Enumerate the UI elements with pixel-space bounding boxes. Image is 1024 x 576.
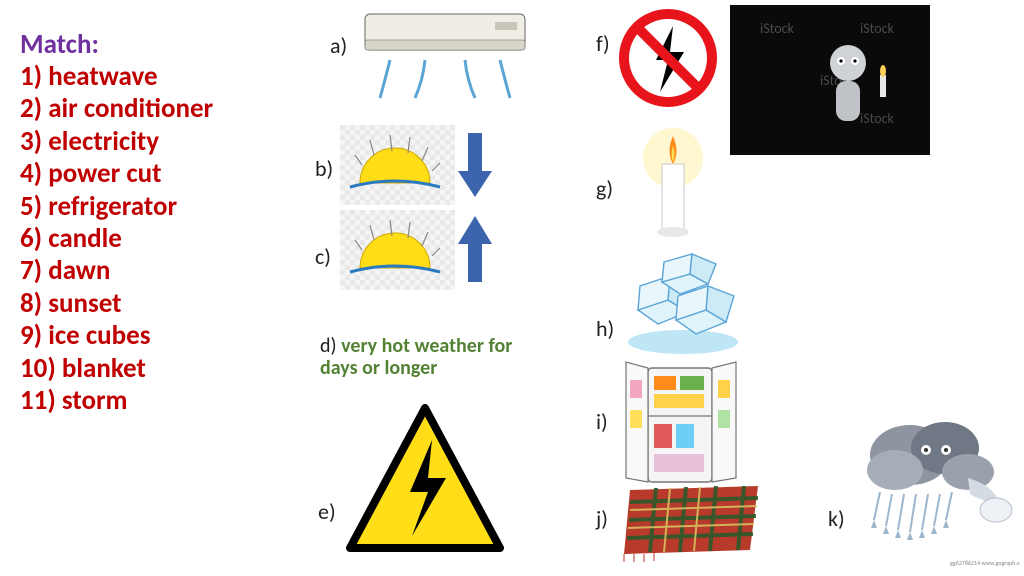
definition-text: very hot weather for days or longer [320,334,512,380]
word-4: 4) power cut [20,158,213,190]
storm-cloud-icon: gg62786214 www.gograph.com [850,400,1020,570]
dark-room-icon: iStock iStock iStock iStock [730,5,930,155]
word-9: 9) ice cubes [20,320,213,352]
word-6: 6) candle [20,223,213,255]
word-3: 3) electricity [20,126,213,158]
no-power-icon [618,8,718,108]
word-7: 7) dawn [20,255,213,287]
word-11: 11) storm [20,385,213,417]
word-8: 8) sunset [20,288,213,320]
electricity-warning-icon [340,400,510,560]
label-j: j) [596,505,608,532]
word-list: Match: 1) heatwave 2) air conditioner 3)… [20,28,213,417]
label-a: a) [330,32,347,59]
blanket-icon [618,480,768,565]
candle-icon [618,120,728,250]
svg-text:gg62786214 www.gograph.com: gg62786214 www.gograph.com [950,559,1020,567]
label-d: d) [320,334,337,358]
match-title: Match: [20,28,213,61]
word-10: 10) blanket [20,353,213,385]
label-e: e) [318,498,336,525]
definition-d: d) very hot weather for days or longer [320,335,550,379]
word-2: 2) air conditioner [20,93,213,125]
label-k: k) [828,505,845,532]
label-b: b) [315,155,333,182]
svg-text:iStock: iStock [860,20,895,37]
word-1: 1) heatwave [20,61,213,93]
label-i: i) [596,408,608,435]
sun-up-icon [340,210,500,290]
label-f: f) [596,30,610,57]
label-h: h) [596,315,614,342]
svg-text:iStock: iStock [860,110,895,127]
word-5: 5) refrigerator [20,191,213,223]
label-g: g) [596,175,613,202]
svg-text:iStock: iStock [760,20,795,37]
sun-down-icon [340,125,500,205]
refrigerator-icon [618,360,758,490]
ice-cubes-icon [618,250,748,360]
label-c: c) [315,243,331,270]
air-conditioner-icon [355,10,535,100]
